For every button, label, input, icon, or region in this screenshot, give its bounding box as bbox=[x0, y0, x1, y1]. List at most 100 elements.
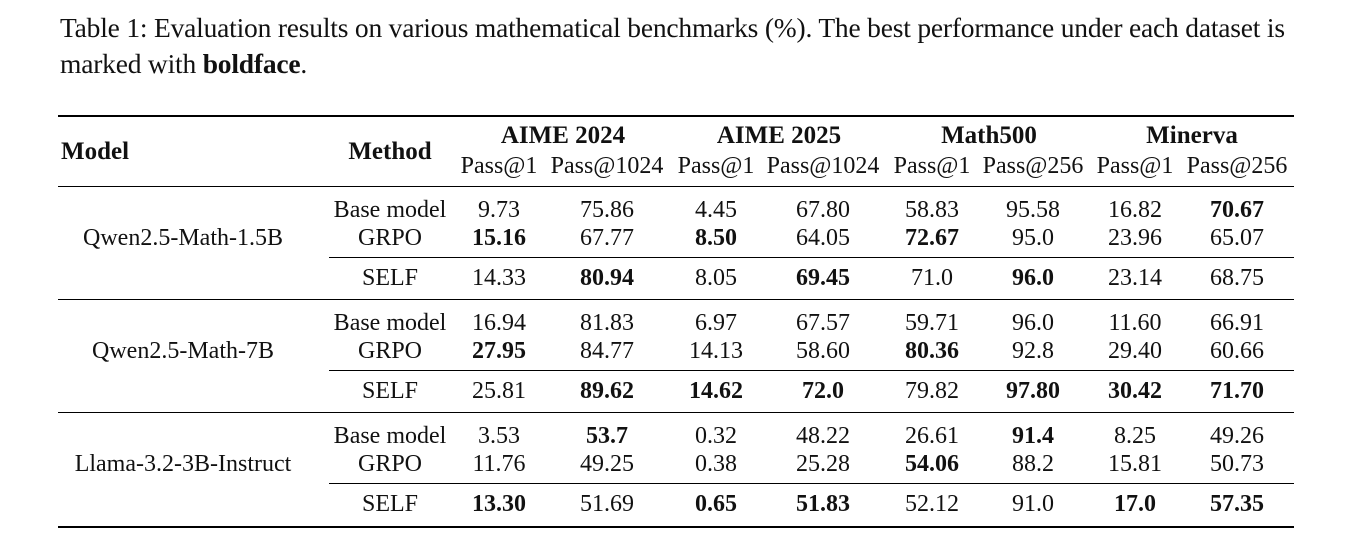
method-label: SELF bbox=[361, 378, 419, 404]
table-cell: 65.07 bbox=[1210, 225, 1264, 251]
table-cell: 13.30 bbox=[472, 491, 526, 517]
bottom-rule bbox=[58, 526, 1294, 528]
table-cell: 29.40 bbox=[1108, 338, 1162, 364]
table-cell: 92.8 bbox=[1012, 338, 1054, 364]
table-cell: 67.77 bbox=[580, 225, 634, 251]
table-cell: 57.35 bbox=[1210, 491, 1264, 517]
header-sub-5: Pass@256 bbox=[982, 153, 1084, 179]
table-cell: 4.45 bbox=[695, 197, 737, 223]
table-cell: 58.60 bbox=[796, 338, 850, 364]
table-cell: 8.50 bbox=[695, 225, 737, 251]
caption-suffix: . bbox=[300, 48, 308, 79]
self-row-rule bbox=[329, 483, 1294, 484]
table-cell: 59.71 bbox=[905, 310, 959, 336]
table-cell: 66.91 bbox=[1210, 310, 1264, 336]
table-cell: 11.60 bbox=[1108, 310, 1162, 336]
table-cell: 14.33 bbox=[472, 265, 526, 291]
header-sub-2: Pass@1 bbox=[677, 153, 755, 179]
header-dataset-aime2025: AIME 2025 bbox=[716, 122, 842, 149]
table-cell: 60.66 bbox=[1210, 338, 1264, 364]
table-cell: 72.67 bbox=[905, 225, 959, 251]
table-cell: 16.82 bbox=[1108, 197, 1162, 223]
header-rule bbox=[58, 186, 1294, 187]
group-rule-1 bbox=[58, 299, 1294, 300]
table-cell: 72.0 bbox=[802, 378, 844, 404]
table-cell: 8.25 bbox=[1114, 423, 1156, 449]
table-cell: 15.81 bbox=[1108, 451, 1162, 477]
self-row-rule bbox=[329, 370, 1294, 371]
table-cell: 64.05 bbox=[796, 225, 850, 251]
table-cell: 80.36 bbox=[905, 338, 959, 364]
table-cell: 17.0 bbox=[1114, 491, 1156, 517]
table-cell: 26.61 bbox=[905, 423, 959, 449]
table-cell: 67.80 bbox=[796, 197, 850, 223]
table-cell: 69.45 bbox=[796, 265, 850, 291]
header-model: Model bbox=[61, 138, 130, 165]
method-label: Base model bbox=[333, 197, 447, 223]
header-method: Method bbox=[348, 138, 432, 165]
method-label: SELF bbox=[361, 491, 419, 517]
table-cell: 71.70 bbox=[1210, 378, 1264, 404]
table-cell: 11.76 bbox=[472, 451, 526, 477]
table-cell: 58.83 bbox=[905, 197, 959, 223]
table-cell: 14.62 bbox=[689, 378, 743, 404]
method-label: GRPO bbox=[357, 338, 423, 364]
table-cell: 25.81 bbox=[472, 378, 526, 404]
table-cell: 9.73 bbox=[478, 197, 520, 223]
table-cell: 95.0 bbox=[1012, 225, 1054, 251]
table-cell: 8.05 bbox=[695, 265, 737, 291]
header-sub-1: Pass@1024 bbox=[550, 153, 664, 179]
table-cell: 51.83 bbox=[796, 491, 850, 517]
table-cell: 96.0 bbox=[1012, 310, 1054, 336]
table-cell: 27.95 bbox=[472, 338, 526, 364]
table-cell: 3.53 bbox=[478, 423, 520, 449]
table-cell: 53.7 bbox=[586, 423, 628, 449]
table-cell: 51.69 bbox=[580, 491, 634, 517]
table-cell: 16.94 bbox=[472, 310, 526, 336]
table-cell: 50.73 bbox=[1210, 451, 1264, 477]
table-cell: 49.26 bbox=[1210, 423, 1264, 449]
method-label: Base model bbox=[333, 423, 447, 449]
header-sub-0: Pass@1 bbox=[460, 153, 538, 179]
top-rule bbox=[58, 115, 1294, 117]
table-cell: 68.75 bbox=[1210, 265, 1264, 291]
table-cell: 0.65 bbox=[695, 491, 737, 517]
table-cell: 6.97 bbox=[695, 310, 737, 336]
method-label: Base model bbox=[333, 310, 447, 336]
table-cell: 91.0 bbox=[1012, 491, 1054, 517]
table-cell: 91.4 bbox=[1012, 423, 1054, 449]
group-rule-2 bbox=[58, 412, 1294, 413]
table-cell: 25.28 bbox=[796, 451, 850, 477]
caption-bold-word: boldface bbox=[202, 48, 301, 79]
table-cell: 14.13 bbox=[689, 338, 743, 364]
method-label: GRPO bbox=[357, 451, 423, 477]
table-caption: Table 1: Evaluation results on various m… bbox=[60, 10, 1310, 82]
model-name: Llama-3.2-3B-Instruct bbox=[74, 451, 292, 477]
table-cell: 75.86 bbox=[580, 197, 634, 223]
table-cell: 71.0 bbox=[911, 265, 953, 291]
table-cell: 15.16 bbox=[472, 225, 526, 251]
table-cell: 23.14 bbox=[1108, 265, 1162, 291]
table-cell: 79.82 bbox=[905, 378, 959, 404]
table-cell: 80.94 bbox=[580, 265, 634, 291]
header-sub-7: Pass@256 bbox=[1186, 153, 1288, 179]
model-name: Qwen2.5-Math-1.5B bbox=[83, 225, 283, 251]
self-row-rule bbox=[329, 257, 1294, 258]
method-label: SELF bbox=[361, 265, 419, 291]
header-sub-3: Pass@1024 bbox=[766, 153, 880, 179]
caption-text: Table 1: Evaluation results on various m… bbox=[60, 12, 1285, 79]
header-dataset-aime2024: AIME 2024 bbox=[500, 122, 626, 149]
table-cell: 70.67 bbox=[1210, 197, 1264, 223]
header-dataset-math500: Math500 bbox=[941, 122, 1037, 149]
table-cell: 0.32 bbox=[695, 423, 737, 449]
table-cell: 0.38 bbox=[695, 451, 737, 477]
table-cell: 49.25 bbox=[580, 451, 634, 477]
table-cell: 54.06 bbox=[905, 451, 959, 477]
table-cell: 89.62 bbox=[580, 378, 634, 404]
table-cell: 23.96 bbox=[1108, 225, 1162, 251]
model-name: Qwen2.5-Math-7B bbox=[92, 338, 274, 364]
table-cell: 84.77 bbox=[580, 338, 634, 364]
header-dataset-minerva: Minerva bbox=[1146, 122, 1238, 149]
method-label: GRPO bbox=[357, 225, 423, 251]
header-sub-6: Pass@1 bbox=[1096, 153, 1174, 179]
